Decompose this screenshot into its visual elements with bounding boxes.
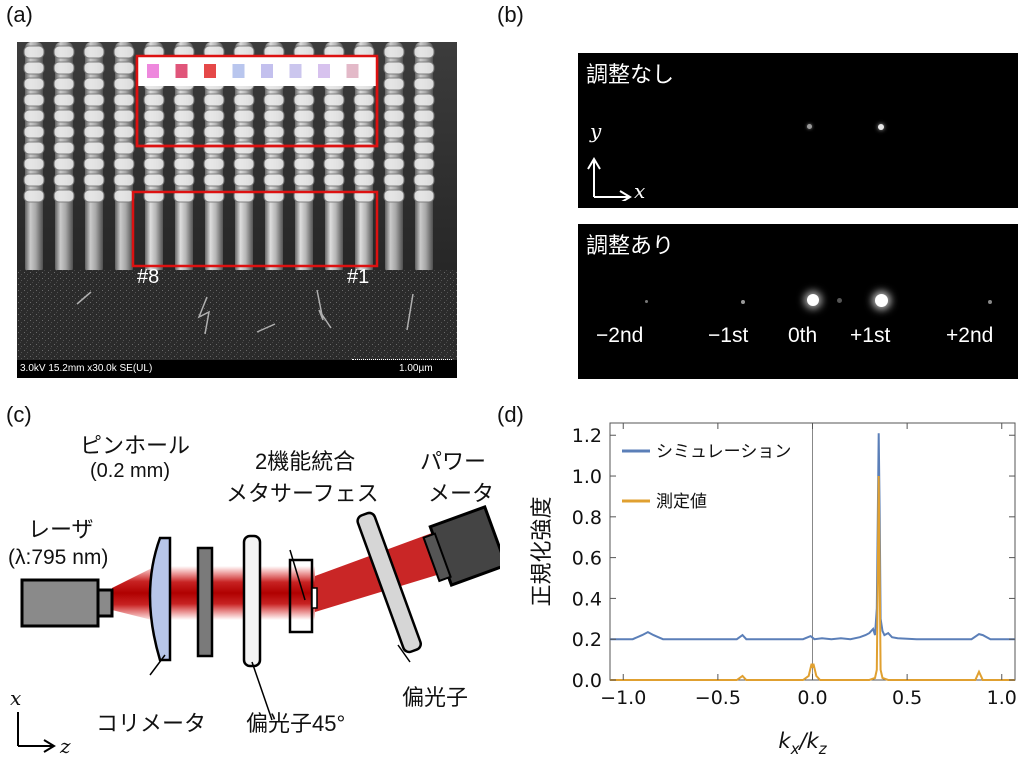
scale-text: 1.00µm: [399, 363, 433, 374]
adjusted-title: 調整あり: [586, 233, 675, 258]
y-axis-label: 正規化強度: [530, 496, 555, 606]
axis-y-label: y: [590, 119, 602, 143]
pillar-label-1: #1: [347, 266, 370, 288]
side-view-box: [131, 190, 379, 268]
spot-zero: [807, 294, 819, 306]
collimator-label: コリメータ: [96, 711, 207, 736]
color-swatch: [204, 64, 216, 78]
x-tick-label: −1.0: [600, 687, 646, 709]
sem-image-graphic: [17, 42, 457, 378]
scale-bar: [352, 359, 452, 360]
spot-plus1: [875, 294, 888, 307]
y-tick-label: 0.0: [572, 670, 602, 692]
laser-head: [96, 588, 114, 618]
y-tick-label: 1.0: [572, 466, 602, 488]
power-meter-label-2: メータ: [428, 481, 495, 506]
color-swatch: [346, 64, 359, 78]
beam-collimated: [160, 566, 315, 620]
spot-1st: [878, 124, 884, 130]
y-tick-label: 1.2: [572, 425, 602, 447]
color-swatch: [232, 64, 245, 78]
diffraction-image-adjusted: 調整あり −2nd −1st 0th +1st +2nd: [578, 224, 1018, 379]
polarizer: [356, 511, 422, 654]
laser-label-1: レーザ: [28, 517, 94, 542]
x-tick-label: −0.5: [695, 687, 741, 709]
beam-diverging: [112, 564, 160, 622]
sem-image: #8 #1 3.0kV 15.2mm x30.0k SE(UL) 1.00µm: [17, 42, 457, 378]
series-line-0: [610, 433, 1015, 641]
diffraction-image-unadjusted: 調整なし y x: [578, 53, 1018, 208]
polarizer45-label: 偏光子45°: [246, 711, 346, 736]
color-swatch: [261, 64, 273, 78]
pinhole-size-label: (0.2 mm): [90, 460, 170, 482]
metasurface-label-1: 2機能統合: [255, 449, 356, 474]
color-swatch: [318, 64, 330, 78]
y-tick-label: 0.6: [572, 548, 602, 570]
collimator-lens: [148, 536, 172, 662]
color-swatch: [147, 64, 159, 78]
spot-minus2: [645, 300, 648, 303]
panel-b-label: (b): [497, 2, 524, 27]
laser-body: [20, 578, 100, 628]
spot-plus2: [988, 300, 992, 304]
series-line-1: [610, 475, 1015, 681]
x-tick-label: 0.5: [892, 687, 922, 709]
order-zero: 0th: [788, 324, 818, 347]
color-swatch: [289, 64, 302, 78]
axis-arrows-c: [17, 712, 56, 753]
metasurface-label-2: メタサーフェス: [226, 481, 379, 506]
pillar-label-8: #8: [137, 266, 160, 288]
unadjusted-title: 調整なし: [586, 62, 675, 87]
polarizer-45: [242, 534, 262, 668]
panel-c-label: (c): [6, 402, 32, 427]
y-tick-label: 0.4: [572, 588, 602, 610]
order-plus1: +1st: [850, 324, 891, 347]
spot-minus1: [741, 300, 745, 304]
legend-label: 測定値: [656, 492, 707, 512]
optical-setup-diagram: [17, 505, 500, 753]
order-plus2: +2nd: [946, 324, 994, 347]
pinhole-label: ピンホール: [80, 433, 191, 458]
x-tick-label: 1.0: [987, 687, 1017, 709]
y-tick-label: 0.2: [572, 629, 602, 651]
laser-label-2: (λ:795 nm): [8, 546, 109, 569]
axis-z-label-c: z: [60, 734, 71, 758]
legend-label: シミュレーション: [656, 442, 791, 462]
intensity-chart: −1.0 −0.5 0.0 0.5 1.0 0.0 0.2 0.4 0.6 0.8 1.0 1.2 kx…: [530, 422, 1017, 758]
power-meter: [422, 505, 500, 587]
x-axis-label: kx/kz: [778, 729, 827, 758]
order-minus2: −2nd: [596, 324, 644, 347]
axis-x-label: x: [634, 179, 646, 203]
spot-faint: [837, 298, 842, 303]
order-minus1: −1st: [708, 324, 749, 347]
panel-d-label: (d): [497, 402, 524, 427]
polarizer-label: 偏光子: [402, 685, 469, 710]
axis-arrows: [587, 157, 632, 201]
power-meter-label-1: パワー: [420, 449, 487, 474]
spot-0th: [807, 124, 812, 129]
x-tick-label: 0.0: [797, 687, 827, 709]
axis-x-label-c: x: [10, 686, 22, 710]
color-swatch: [175, 64, 188, 78]
pinhole: [196, 546, 214, 658]
sem-info: 3.0kV 15.2mm x30.0k SE(UL): [20, 363, 153, 374]
panel-a-label: (a): [6, 2, 33, 27]
y-tick-label: 0.8: [572, 507, 602, 529]
